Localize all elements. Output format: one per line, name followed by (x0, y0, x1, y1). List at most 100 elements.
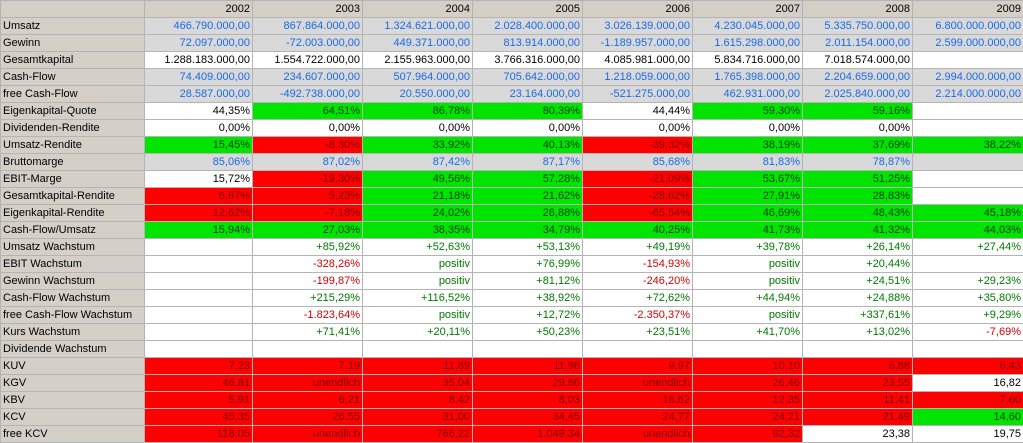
data-cell[interactable]: 16,62 (583, 392, 693, 409)
data-cell[interactable]: 118,05 (145, 426, 253, 443)
data-cell[interactable]: 2.011.154.000,00 (803, 35, 913, 52)
year-header-2004[interactable]: 2004 (363, 1, 473, 18)
data-cell[interactable]: 26,55 (253, 409, 363, 426)
data-cell[interactable] (145, 239, 253, 256)
data-cell[interactable] (693, 341, 803, 358)
data-cell[interactable]: 0,00% (803, 120, 913, 137)
data-cell[interactable]: -246,20% (583, 273, 693, 290)
data-cell[interactable]: 44,44% (583, 103, 693, 120)
data-cell[interactable]: -2.350,37% (583, 307, 693, 324)
year-header-2007[interactable]: 2007 (693, 1, 803, 18)
data-cell[interactable]: 11,41 (803, 392, 913, 409)
data-cell[interactable]: 0,00% (583, 120, 693, 137)
data-cell[interactable]: -1.189.957.000,00 (583, 35, 693, 52)
data-cell[interactable]: 74.409.000,00 (145, 69, 253, 86)
row-label[interactable]: Umsatz (1, 18, 145, 35)
row-label[interactable]: KBV (1, 392, 145, 409)
data-cell[interactable]: -7,18% (253, 205, 363, 222)
row-label[interactable]: Gesamtkapital-Rendite (1, 188, 145, 205)
row-label[interactable]: Eigenkapital-Quote (1, 103, 145, 120)
data-cell[interactable]: 5.834.716.000,00 (693, 52, 803, 69)
data-cell[interactable]: +20,11% (363, 324, 473, 341)
data-cell[interactable]: 3.026.139.000,00 (583, 18, 693, 35)
data-cell[interactable]: 11,89 (363, 358, 473, 375)
data-cell[interactable]: 28,83% (803, 188, 913, 205)
data-cell[interactable]: -8,30% (253, 137, 363, 154)
data-cell[interactable]: 19,75 (913, 426, 1023, 443)
data-cell[interactable]: 34,79% (473, 222, 583, 239)
data-cell[interactable] (803, 341, 913, 358)
data-cell[interactable]: 78,87% (803, 154, 913, 171)
data-cell[interactable]: 45,35 (145, 409, 253, 426)
data-cell[interactable]: 29,86 (473, 375, 583, 392)
data-cell[interactable]: +13,02% (803, 324, 913, 341)
data-cell[interactable]: 705.642.000,00 (473, 69, 583, 86)
data-cell[interactable]: 72.097.000,00 (145, 35, 253, 52)
row-label[interactable]: KGV (1, 375, 145, 392)
data-cell[interactable]: 59,16% (803, 103, 913, 120)
data-cell[interactable]: -521.275.000,00 (583, 86, 693, 103)
data-cell[interactable]: +24,88% (803, 290, 913, 307)
data-cell[interactable]: 59,30% (693, 103, 803, 120)
data-cell[interactable]: 7.018.574.000,00 (803, 52, 913, 69)
row-label[interactable]: Kurs Wachstum (1, 324, 145, 341)
data-cell[interactable]: +26,14% (803, 239, 913, 256)
data-cell[interactable]: -72.003.000,00 (253, 35, 363, 52)
data-cell[interactable]: 2.599.000.000,00 (913, 35, 1023, 52)
data-cell[interactable]: 2.028.400.000,00 (473, 18, 583, 35)
data-cell[interactable]: 41,73% (693, 222, 803, 239)
data-cell[interactable]: 26,88% (473, 205, 583, 222)
data-cell[interactable]: 0,00% (363, 120, 473, 137)
data-cell[interactable] (583, 341, 693, 358)
data-cell[interactable]: +23,51% (583, 324, 693, 341)
data-cell[interactable]: 33,92% (363, 137, 473, 154)
data-cell[interactable]: 10,10 (693, 358, 803, 375)
year-header-2002[interactable]: 2002 (145, 1, 253, 18)
data-cell[interactable]: -65,54% (583, 205, 693, 222)
data-cell[interactable]: +9,29% (913, 307, 1023, 324)
data-cell[interactable]: 21,49 (803, 409, 913, 426)
row-label[interactable]: free Cash-Flow (1, 86, 145, 103)
data-cell[interactable]: 867.864.000,00 (253, 18, 363, 35)
data-cell[interactable] (913, 52, 1023, 69)
data-cell[interactable]: 40,13% (473, 137, 583, 154)
data-cell[interactable]: 37,69% (803, 137, 913, 154)
data-cell[interactable] (913, 103, 1023, 120)
row-label[interactable]: Cash-Flow Wachstum (1, 290, 145, 307)
data-cell[interactable]: -21,09% (583, 171, 693, 188)
row-label[interactable]: Gesamtkapital (1, 52, 145, 69)
data-cell[interactable]: positiv (693, 307, 803, 324)
data-cell[interactable] (913, 188, 1023, 205)
data-cell[interactable]: 9,97 (583, 358, 693, 375)
data-cell[interactable]: 507.964.000,00 (363, 69, 473, 86)
data-cell[interactable]: positiv (363, 256, 473, 273)
data-cell[interactable] (913, 341, 1023, 358)
data-cell[interactable]: +50,23% (473, 324, 583, 341)
data-cell[interactable]: 5,23% (253, 188, 363, 205)
data-cell[interactable]: 4.085.981.000,00 (583, 52, 693, 69)
data-cell[interactable]: 7,60 (913, 392, 1023, 409)
data-cell[interactable]: 2.214.000.000,00 (913, 86, 1023, 103)
row-label[interactable]: Eigenkapital-Rendite (1, 205, 145, 222)
data-cell[interactable]: positiv (693, 256, 803, 273)
row-label[interactable]: EBIT Wachstum (1, 256, 145, 273)
data-cell[interactable]: +24,51% (803, 273, 913, 290)
data-cell[interactable]: +52,63% (363, 239, 473, 256)
data-cell[interactable]: -7,69% (913, 324, 1023, 341)
data-cell[interactable]: unendlich (253, 375, 363, 392)
data-cell[interactable]: +29,23% (913, 273, 1023, 290)
data-cell[interactable]: 44,35% (145, 103, 253, 120)
data-cell[interactable]: 38,22% (913, 137, 1023, 154)
data-cell[interactable]: 23,38 (803, 426, 913, 443)
data-cell[interactable]: +215,29% (253, 290, 363, 307)
data-cell[interactable] (363, 341, 473, 358)
data-cell[interactable]: 64,51% (253, 103, 363, 120)
data-cell[interactable]: 28.587.000,00 (145, 86, 253, 103)
data-cell[interactable]: 23,55 (803, 375, 913, 392)
data-cell[interactable]: +53,13% (473, 239, 583, 256)
data-cell[interactable]: 27,91% (693, 188, 803, 205)
data-cell[interactable]: 20.550.000,00 (363, 86, 473, 103)
year-header-2005[interactable]: 2005 (473, 1, 583, 18)
data-cell[interactable]: 0,00% (253, 120, 363, 137)
data-cell[interactable]: +44,94% (693, 290, 803, 307)
